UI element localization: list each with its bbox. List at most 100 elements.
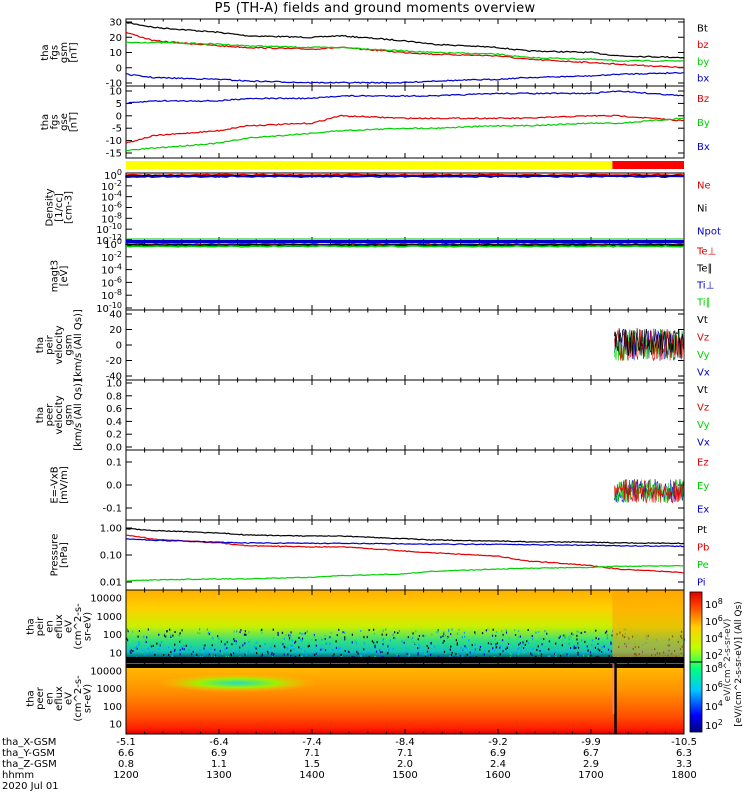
peir-spectrogram-pixel — [211, 636, 213, 639]
peir-spectrogram-pixel — [487, 628, 489, 631]
peir-spectrogram-pixel — [568, 642, 570, 645]
peir-spectrogram-pixel — [495, 646, 498, 649]
xaxis-tick-label: -9.2 — [488, 737, 508, 748]
peir-spectrogram-pixel — [277, 631, 279, 634]
peir-spectrogram-pixel — [244, 633, 246, 636]
peir-spectrogram-pixel — [231, 643, 233, 646]
peir-spectrogram-ytick-label: 1000 — [97, 612, 122, 623]
peir-spectrogram-pixel — [307, 645, 309, 648]
peir-spectrogram-pixel — [424, 652, 426, 655]
peir-spectrogram-pixel — [597, 648, 599, 651]
peir-spectrogram-pixel — [158, 647, 160, 650]
peir-spectrogram-pixel — [368, 651, 370, 654]
colorbar-tick-lower: 108 — [705, 661, 723, 675]
peir-spectrogram-pixel — [414, 642, 416, 645]
peir-spectrogram-pixel — [458, 654, 460, 657]
temperature-frame — [125, 241, 685, 311]
peir-spectrogram-pixel — [304, 650, 306, 653]
peir-spectrogram-pixel — [332, 655, 334, 658]
peir-spectrogram-pixel — [363, 636, 365, 639]
peir-spectrogram-pixel — [307, 643, 309, 646]
peir-spectrogram-pixel — [337, 648, 339, 651]
peir-spectrogram-pixel — [372, 628, 375, 631]
peir-spectrogram-pixel — [468, 639, 470, 642]
xaxis-row-label: tha_X-GSM — [2, 737, 56, 748]
peir-spectrogram-pixel — [412, 646, 414, 649]
peir-spectrogram-pixel — [295, 652, 297, 655]
peir-spectrogram-pixel — [567, 636, 569, 639]
peir-spectrogram-pixel — [396, 653, 398, 656]
peir-velocity-legend-Vz: Vz — [697, 332, 709, 343]
peir-spectrogram-pixel — [294, 655, 296, 658]
peir-spectrogram-pixel — [190, 653, 193, 656]
peir-spectrogram-pixel — [261, 628, 263, 631]
peir-spectrogram-pixel — [298, 646, 300, 649]
xaxis-tick-label: -10.5 — [671, 737, 697, 748]
peir-spectrogram-pixel — [224, 643, 226, 646]
peir-spectrogram-pixel — [606, 630, 608, 633]
peir-spectrogram-pixel — [285, 634, 287, 637]
peir-spectrogram-pixel — [329, 642, 331, 645]
peir-spectrogram-pixel — [510, 653, 512, 656]
xaxis-tick-label: 1700 — [578, 770, 603, 781]
peir-spectrogram-pixel — [606, 637, 608, 640]
peir-spectrogram-pixel — [501, 630, 503, 633]
peer-velocity-legend-Vz: Vz — [697, 402, 709, 413]
peir-spectrogram-pixel — [587, 649, 589, 652]
peir-velocity-legend-Vx: Vx — [697, 367, 710, 378]
peir-spectrogram-pixel — [179, 632, 181, 635]
peir-spectrogram-pixel — [287, 647, 289, 650]
density-frame — [125, 172, 685, 243]
peir-velocity-ylabel: peir — [45, 334, 56, 354]
peir-spectrogram-late-region — [612, 590, 684, 657]
peir-spectrogram-pixel — [172, 634, 174, 637]
peir-spectrogram-pixel — [166, 630, 168, 633]
peir-spectrogram-pixel — [464, 635, 466, 638]
peir-spectrogram-pixel — [422, 634, 424, 637]
peir-spectrogram-pixel — [462, 648, 464, 651]
peir-spectrogram-pixel — [558, 636, 560, 639]
peir-spectrogram-pixel — [474, 648, 476, 651]
peir-spectrogram-pixel — [595, 637, 597, 640]
peir-spectrogram-pixel — [185, 644, 187, 647]
peer-velocity-frame — [125, 379, 685, 451]
fgs-gsm-legend-bz: bz — [697, 40, 709, 51]
peir-spectrogram-pixel — [315, 652, 317, 655]
peir-spectrogram-pixel — [264, 642, 266, 645]
peir-spectrogram-pixel — [315, 639, 317, 642]
peir-spectrogram-pixel — [576, 630, 578, 633]
peir-spectrogram-pixel — [202, 644, 204, 647]
peir-spectrogram-ytick-label: 100 — [103, 630, 122, 641]
peer-velocity-ytick-label: 0.0 — [106, 443, 122, 454]
xaxis-tick-label: 2.9 — [583, 759, 599, 770]
peir-spectrogram-pixel — [248, 641, 250, 644]
peir-spectrogram-pixel — [286, 651, 288, 654]
density-ylabel: [cm-3] — [64, 191, 75, 224]
peir-spectrogram-pixel — [180, 646, 182, 649]
peir-spectrogram-pixel — [541, 643, 543, 646]
peir-spectrogram-pixel — [303, 632, 305, 635]
peir-spectrogram-pixel — [583, 654, 585, 657]
peir-spectrogram-pixel — [597, 651, 599, 654]
peir-spectrogram-pixel — [132, 649, 134, 652]
peir-spectrogram-pixel — [382, 629, 384, 632]
fgs-gse-ylabel: tha — [40, 114, 51, 130]
peer-velocity-ylabel: tha — [35, 407, 46, 423]
peir-spectrogram-pixel — [139, 644, 141, 647]
peir-spectrogram-pixel — [443, 639, 445, 642]
peir-spectrogram-pixel — [459, 654, 461, 657]
peir-spectrogram-pixel — [517, 648, 519, 651]
peir-spectrogram-pixel — [324, 634, 326, 637]
peir-spectrogram-pixel — [443, 632, 445, 635]
peir-spectrogram-pixel — [392, 633, 394, 636]
peir-spectrogram-pixel — [518, 650, 520, 653]
peir-spectrogram-pixel — [580, 651, 582, 654]
peir-spectrogram-pixel — [434, 645, 436, 648]
peir-spectrogram-pixel — [324, 649, 327, 652]
peir-spectrogram-pixel — [603, 645, 605, 648]
date-label: 2020 Jul 01 — [2, 781, 59, 792]
peir-spectrogram-pixel — [203, 654, 205, 657]
peir-spectrogram-pixel — [152, 651, 154, 654]
peir-spectrogram-pixel — [597, 655, 599, 658]
peir-spectrogram-pixel — [591, 644, 593, 647]
